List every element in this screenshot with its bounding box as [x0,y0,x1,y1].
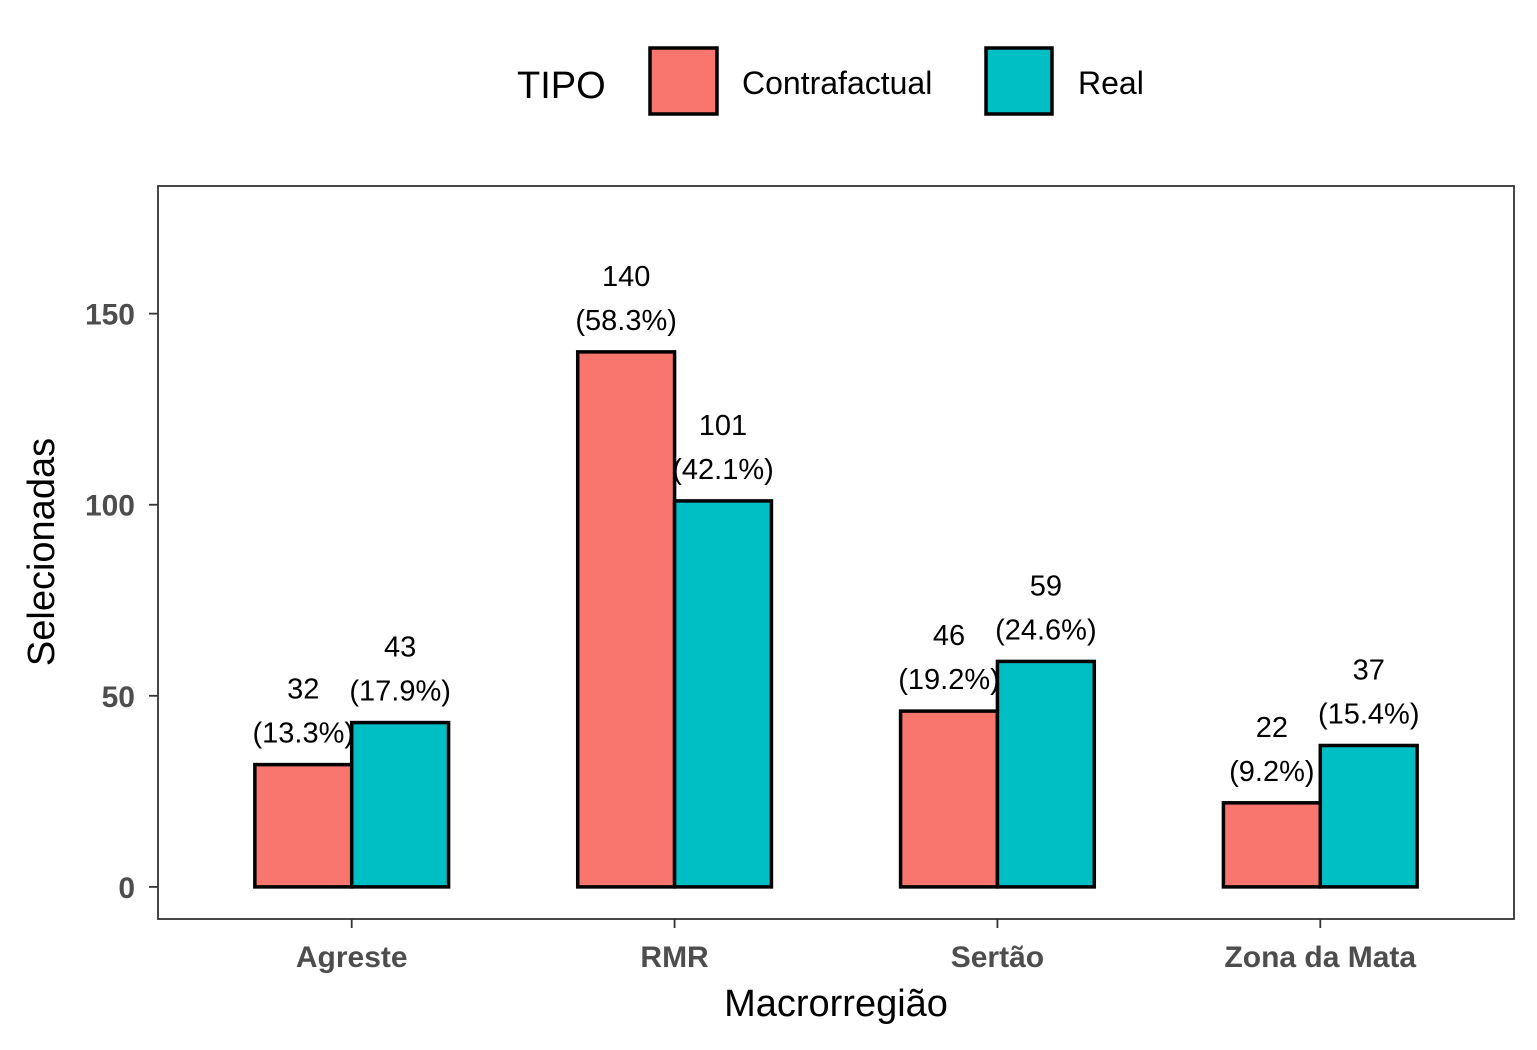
plot-panel [157,185,1515,920]
y-tick-label-100: 100 [85,490,135,523]
bar-contrafactual-rmr [575,350,677,889]
data-label-percent-contrafactual-agreste: (13.3%) [253,718,355,750]
data-label-percent-real-sertao: (24.6%) [995,614,1097,646]
legend-key-real [984,46,1054,116]
bar-contrafactual-agreste [253,762,354,889]
bar-real-sertao [995,659,1097,889]
legend-title: TIPO [517,65,606,107]
x-tick-label-rmr: RMR [640,941,709,974]
x-tick-label-sertao: Sertão [951,941,1044,974]
legend-key-contrafactual [648,46,719,116]
y-tick-label-0: 0 [118,872,135,905]
data-label-percent-contrafactual-rmr: (58.3%) [575,305,677,337]
x-tick-label-agreste: Agreste [296,941,408,974]
bar-contrafactual-zona-da-mata [1221,801,1323,889]
data-label-percent-contrafactual-zona-da-mata: (9.2%) [1229,756,1314,788]
data-label-value-real-agreste: 43 [384,632,416,664]
bar-real-rmr [672,499,774,889]
legend-label-contrafactual: Contrafactual [742,65,932,101]
legend: TIPO Contrafactual Real [517,46,1144,116]
x-tick-label-zona-da-mata: Zona da Mata [1224,941,1416,974]
data-label-value-contrafactual-agreste: 32 [287,674,319,706]
data-label-percent-contrafactual-sertao: (19.2%) [898,664,1000,696]
data-label-percent-real-zona-da-mata: (15.4%) [1318,698,1420,730]
data-label-value-real-rmr: 101 [699,410,747,442]
data-label-value-contrafactual-rmr: 140 [602,261,650,293]
y-tick-label-150: 150 [85,299,135,332]
y-axis-title: Selecionadas [21,438,63,666]
y-tick-label-50: 50 [102,681,135,714]
data-label-percent-real-rmr: (42.1%) [672,454,774,486]
legend-label-real: Real [1078,65,1144,101]
bar-real-zona-da-mata [1318,743,1419,889]
bar-contrafactual-sertao [898,709,1000,889]
x-axis: Agreste RMR Sertão Zona da Mata [296,919,1416,974]
bar-real-agreste [349,720,451,889]
bars [253,350,1419,889]
data-label-percent-real-agreste: (17.9%) [349,676,451,708]
data-label-value-real-zona-da-mata: 37 [1353,654,1385,686]
y-axis: 0 50 100 150 [85,299,158,905]
data-label-value-contrafactual-sertao: 46 [933,620,965,652]
data-label-value-contrafactual-zona-da-mata: 22 [1256,712,1288,744]
x-axis-title: Macrorregião [724,983,948,1025]
data-label-value-real-sertao: 59 [1030,570,1062,602]
data-labels: 32 (13.3%) 43 (17.9%) 140 (58.3%) 101 (42.1%) 46… [253,261,1420,788]
